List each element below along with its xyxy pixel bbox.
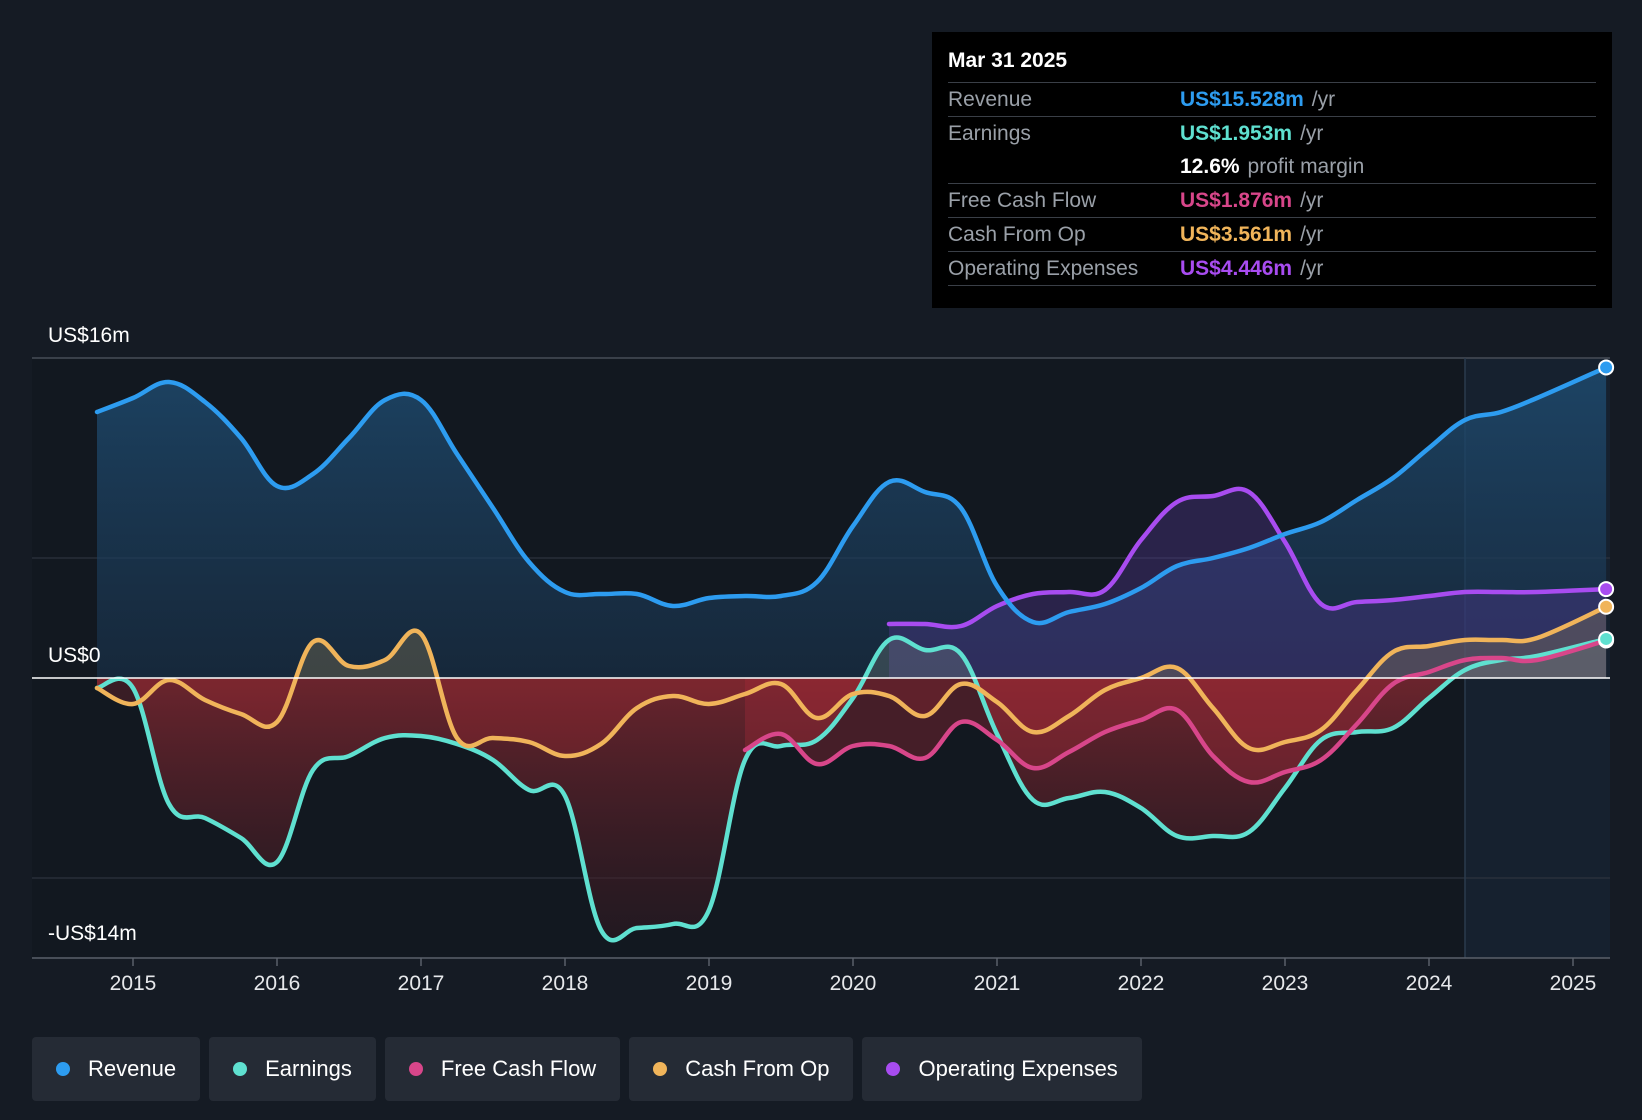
legend-label: Cash From Op xyxy=(685,1056,830,1081)
legend-item-revenue[interactable]: Revenue xyxy=(32,1037,201,1101)
legend-label: Free Cash Flow xyxy=(440,1056,597,1081)
tooltip-value: US$4.446m xyxy=(1180,256,1293,280)
series-lines xyxy=(94,365,1609,943)
x-tick-label: 2020 xyxy=(830,972,877,995)
revenue-line xyxy=(94,365,1609,626)
earnings-dot-icon xyxy=(233,1062,248,1076)
tooltip-label: Free Cash Flow xyxy=(948,188,1097,212)
cash-from-op-end-marker[interactable] xyxy=(1598,598,1615,615)
tooltip-row-earnings: Earnings US$1.953m /yr xyxy=(948,116,1596,150)
legend: Revenue Earnings Free Cash Flow Cash Fro… xyxy=(32,1037,1151,1101)
tooltip-row-fcf: Free Cash Flow US$1.876m /yr xyxy=(948,183,1596,217)
legend-item-cash-from-op[interactable]: Cash From Op xyxy=(629,1037,854,1101)
y-axis-label: -US$14m xyxy=(48,922,137,945)
tooltip-unit: /yr xyxy=(1300,256,1324,280)
free-cash-flow-area xyxy=(745,678,1607,783)
cash-from-op-area-negative xyxy=(97,678,1607,757)
tooltip-row-opex: Operating Expenses US$4.446m /yr xyxy=(948,251,1596,285)
legend-item-free-cash-flow[interactable]: Free Cash Flow xyxy=(384,1037,621,1101)
tooltip-unit: /yr xyxy=(1300,222,1324,246)
tooltip-unit: /yr xyxy=(1311,87,1336,111)
x-tick-label: 2017 xyxy=(398,972,445,995)
legend-label: Revenue xyxy=(88,1056,177,1081)
legend-item-earnings[interactable]: Earnings xyxy=(209,1037,376,1101)
tooltip-row-cfo: Cash From Op US$3.561m /yr xyxy=(948,217,1596,251)
x-tick-label: 2015 xyxy=(110,972,157,995)
tooltip-row-margin: 12.6% profit margin xyxy=(948,150,1596,183)
x-tick-label: 2025 xyxy=(1550,972,1597,995)
cash-from-op-area xyxy=(97,606,1607,678)
tooltip-value: 12.6% xyxy=(1180,154,1240,178)
y-axis-label: US$16m xyxy=(48,324,130,347)
x-axis-ticks: 2015 2016 2017 2018 2019 2020 2021 2022 2023 2024… xyxy=(110,958,1597,995)
tooltip: Mar 31 2025 Revenue US$15.528m /yr Earni… xyxy=(932,32,1612,308)
revenue-dot-icon xyxy=(56,1062,70,1076)
revenue-area xyxy=(97,367,1607,678)
tooltip-value: US$15.528m xyxy=(1180,87,1304,111)
x-tick-label: 2019 xyxy=(686,972,733,995)
cash-from-op-dot-icon xyxy=(653,1062,668,1076)
end-markers xyxy=(1598,359,1615,649)
x-tick-label: 2016 xyxy=(254,972,301,995)
earnings-end-marker[interactable] xyxy=(1598,630,1615,647)
cash-from-op-line xyxy=(94,604,1609,759)
operating-expenses-dot-icon xyxy=(886,1062,901,1076)
tooltip-unit: /yr xyxy=(1300,188,1324,212)
revenue-end-marker[interactable] xyxy=(1598,359,1615,376)
operating-expenses-area xyxy=(889,488,1607,678)
tooltip-unit: profit margin xyxy=(1247,154,1365,178)
tooltip-label: Operating Expenses xyxy=(948,256,1139,280)
legend-label: Operating Expenses xyxy=(918,1056,1118,1081)
x-tick-label: 2021 xyxy=(974,972,1021,995)
tooltip-divider xyxy=(948,285,1596,286)
y-axis-labels: US$16m US$0 -US$14m xyxy=(48,324,137,945)
earnings-line xyxy=(94,635,1609,943)
x-tick-label: 2023 xyxy=(1262,972,1309,995)
legend-item-operating-expenses[interactable]: Operating Expenses xyxy=(862,1037,1142,1101)
tooltip-value: US$3.561m xyxy=(1180,222,1293,246)
x-tick-label: 2018 xyxy=(542,972,589,995)
free-cash-flow-dot-icon xyxy=(408,1062,423,1076)
y-axis-label: US$0 xyxy=(48,644,101,667)
tooltip-label: Earnings xyxy=(948,121,1031,145)
tooltip-unit: /yr xyxy=(1300,121,1324,145)
tooltip-value: US$1.876m xyxy=(1180,188,1293,212)
tooltip-date: Mar 31 2025 xyxy=(948,49,1068,72)
tooltip-row-revenue: Revenue US$15.528m /yr xyxy=(948,82,1596,116)
free-cash-flow-line xyxy=(742,638,1609,785)
legend-label: Earnings xyxy=(265,1056,352,1081)
tooltip-label: Cash From Op xyxy=(948,222,1086,246)
operating-expenses-line xyxy=(886,486,1609,630)
tooltip-value: US$1.953m xyxy=(1180,121,1293,145)
operating-expenses-end-marker[interactable] xyxy=(1598,581,1615,598)
x-tick-label: 2024 xyxy=(1406,972,1453,995)
tooltip-label: Revenue xyxy=(948,87,1033,111)
x-tick-label: 2022 xyxy=(1118,972,1165,995)
